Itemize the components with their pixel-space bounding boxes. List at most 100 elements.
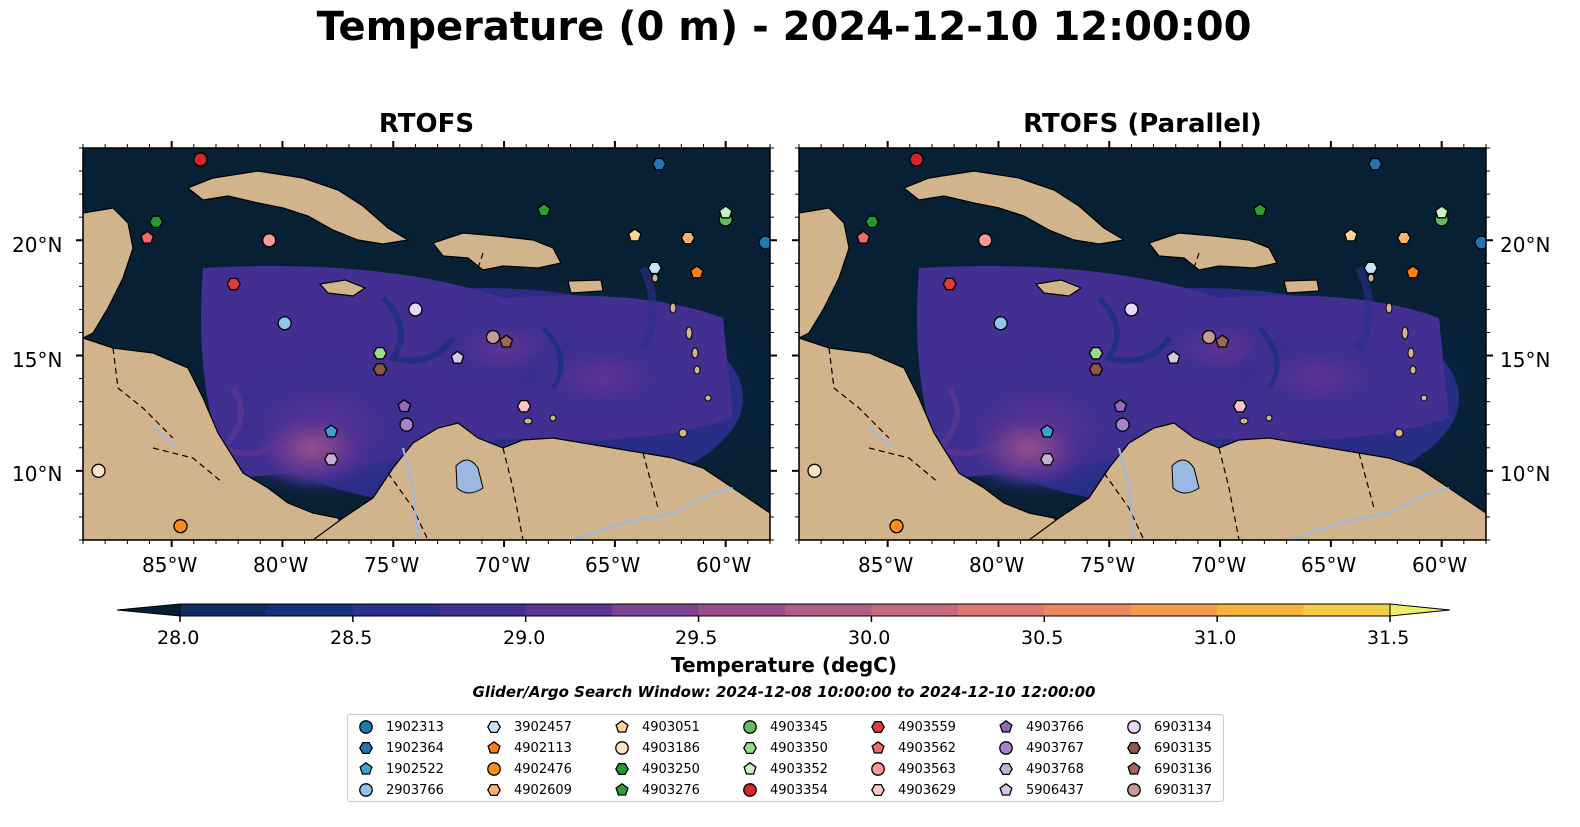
colorbar-bin xyxy=(785,604,872,616)
legend-item-4903345: 4903345 xyxy=(742,717,828,737)
legend-label: 4903354 xyxy=(770,782,828,798)
platform-marker-4902476 xyxy=(889,519,904,534)
legend-item-1902522: 1902522 xyxy=(358,759,444,779)
colorbar-bin xyxy=(439,604,527,616)
lat-tick-label: 20°N xyxy=(1500,233,1551,257)
panel-title-rtofs: RTOFS xyxy=(378,109,475,139)
platform-marker-4902113 xyxy=(689,265,704,279)
colorbar-bin xyxy=(871,604,959,616)
axis-ticks xyxy=(76,141,1493,547)
legend-marker-icon xyxy=(615,719,629,733)
legend-label: 4903345 xyxy=(770,719,828,735)
legend-item-4902113: 4902113 xyxy=(486,738,572,758)
legend-item-1902364: 1902364 xyxy=(358,738,444,758)
platform-marker-1902522 xyxy=(324,424,339,438)
map-panel-right xyxy=(798,147,1487,541)
legend-marker-icon xyxy=(1127,783,1141,797)
colorbar-tick-label: 29.5 xyxy=(675,627,718,649)
platform-marker-1902313 xyxy=(1474,235,1486,250)
platform-marker-6903137 xyxy=(1201,329,1217,345)
legend-marker-icon xyxy=(359,761,373,775)
colorbar-bin xyxy=(1044,604,1132,616)
legend-label: 4902113 xyxy=(514,740,572,756)
platform-marker-4903766 xyxy=(397,398,412,413)
legend-item-6903134: 6903134 xyxy=(1126,717,1212,737)
legend-marker-icon xyxy=(487,740,501,754)
platform-marker-4903352 xyxy=(718,205,733,219)
platform-marker-6903135 xyxy=(372,363,388,376)
platform-marker-4903276 xyxy=(1253,202,1267,217)
legend-label: 4902609 xyxy=(514,782,572,798)
platform-marker-4902113 xyxy=(1405,265,1420,279)
platform-marker-2903766 xyxy=(993,316,1008,331)
legend-item-4903354: 4903354 xyxy=(742,780,828,800)
lon-tick-label: 60°W xyxy=(696,553,752,577)
legend-label: 4903766 xyxy=(1026,719,1084,735)
legend-item-4903186: 4903186 xyxy=(614,738,700,758)
platform-marker-4903563 xyxy=(978,233,993,248)
legend-label: 4903186 xyxy=(642,740,700,756)
platform-marker-4903051 xyxy=(627,228,642,242)
platform-marker-4903350 xyxy=(1088,346,1104,360)
legend-item-6903135: 6903135 xyxy=(1126,738,1212,758)
platform-marker-4902609 xyxy=(1396,231,1412,245)
figure-title: Temperature (0 m) - 2024-12-10 12:00:00 xyxy=(316,4,1252,50)
legend-marker-icon xyxy=(871,720,885,734)
lon-tick-label: 85°W xyxy=(858,553,914,577)
legend-item-4903350: 4903350 xyxy=(742,738,828,758)
colorbar-tick-label: 31.5 xyxy=(1367,627,1410,649)
legend-marker-icon xyxy=(999,719,1013,733)
platform-marker-4903768 xyxy=(1039,453,1055,466)
legend-marker-icon xyxy=(871,740,885,754)
legend-item-3902457: 3902457 xyxy=(486,717,572,737)
colorbar-bin xyxy=(352,604,440,616)
platform-marker-4902609 xyxy=(680,231,696,245)
platform-marker-1902364 xyxy=(1367,157,1383,171)
platform-marker-4903629 xyxy=(516,399,532,413)
platform-marker-4903562 xyxy=(856,230,871,244)
colorbar xyxy=(116,603,1451,622)
legend-marker-icon xyxy=(487,762,501,776)
platform-marker-5906437 xyxy=(1166,350,1181,364)
platform-marker-4903350 xyxy=(372,346,388,360)
lon-tick-label: 75°W xyxy=(1080,553,1136,577)
legend-item-4903562: 4903562 xyxy=(870,738,956,758)
platform-marker-4903559 xyxy=(226,277,241,291)
legend-label: 2903766 xyxy=(386,782,444,798)
legend-label: 6903137 xyxy=(1154,782,1212,798)
legend-item-5906437: 5906437 xyxy=(998,780,1084,800)
legend-item-2903766: 2903766 xyxy=(358,780,444,800)
platform-marker-4903562 xyxy=(140,230,155,244)
legend-label: 4903768 xyxy=(1026,761,1084,777)
colorbar-tick-label: 30.5 xyxy=(1021,627,1064,649)
legend-marker-icon xyxy=(743,761,757,775)
lon-tick-label: 65°W xyxy=(585,553,641,577)
lat-tick-label: 20°N xyxy=(12,233,63,257)
platform-marker-6903134 xyxy=(408,302,423,317)
legend-item-4903352: 4903352 xyxy=(742,759,828,779)
platform-marker-3902457 xyxy=(647,261,663,275)
legend-label: 1902364 xyxy=(386,740,444,756)
legend-marker-icon xyxy=(743,720,757,734)
panel-title-rtofs-parallel: RTOFS (Parallel) xyxy=(1023,109,1262,139)
lon-tick-label: 70°W xyxy=(1191,553,1247,577)
platform-marker-4903767 xyxy=(399,417,414,432)
lon-tick-label: 60°W xyxy=(1412,553,1468,577)
platform-marker-4903629 xyxy=(1232,399,1248,413)
legend-marker-icon xyxy=(359,741,373,755)
legend-marker-icon xyxy=(615,782,629,796)
lat-tick-label: 15°N xyxy=(12,348,63,372)
legend-item-4903766: 4903766 xyxy=(998,717,1084,737)
lat-tick-label: 10°N xyxy=(1500,462,1551,486)
lat-tick-label: 15°N xyxy=(1500,348,1551,372)
legend-item-4903250: 4903250 xyxy=(614,759,700,779)
platform-marker-4903250 xyxy=(864,215,880,229)
legend-item-4903051: 4903051 xyxy=(614,717,700,737)
colorbar-tick-label: 28.5 xyxy=(330,627,373,649)
platform-marker-4903186 xyxy=(807,463,822,478)
legend-marker-icon xyxy=(1127,741,1141,755)
platform-marker-4903051 xyxy=(1343,228,1358,242)
platform-marker-4903186 xyxy=(91,463,106,478)
colorbar-bin xyxy=(957,604,1045,616)
